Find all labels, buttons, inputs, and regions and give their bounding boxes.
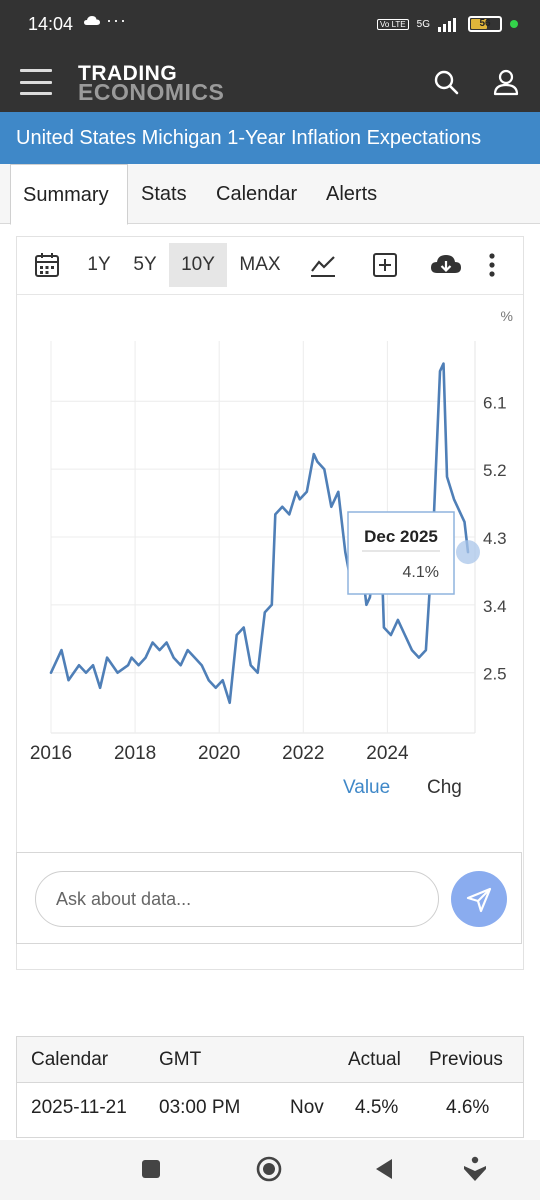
- brand-logo[interactable]: TRADING ECONOMICS: [78, 62, 225, 105]
- y-tick-label: 2.5: [483, 665, 507, 684]
- search-icon[interactable]: [432, 68, 460, 96]
- tooltip-date: Dec 2025: [364, 527, 438, 546]
- status-time: 14:04: [28, 14, 74, 34]
- status-more-dots: ···: [106, 10, 127, 30]
- header-actual: Actual: [348, 1049, 401, 1070]
- chart-toolbar: 1Y 5Y 10Y MAX: [17, 237, 523, 295]
- tab-calendar[interactable]: Calendar: [216, 183, 298, 205]
- back-icon[interactable]: [370, 1154, 400, 1184]
- legend-value[interactable]: Value: [343, 777, 391, 798]
- line-chart-icon[interactable]: [309, 251, 337, 279]
- y-axis-unit: %: [501, 308, 513, 324]
- series-line: [49, 362, 470, 705]
- tab-stats[interactable]: Stats: [141, 183, 187, 205]
- calendar-table: Calendar GMT Actual Previous 2025-11-21 …: [16, 1036, 524, 1138]
- y-tick-label: 6.1: [483, 393, 507, 412]
- y-tick-label: 3.4: [483, 597, 507, 616]
- status-indicators: Vo LTE 5G 56: [377, 14, 518, 34]
- brand-line-1: TRADING: [78, 62, 178, 85]
- tooltip-box: [347, 511, 455, 595]
- x-tick-label: 2024: [366, 743, 409, 764]
- table-header: Calendar GMT Actual Previous: [17, 1037, 523, 1083]
- ask-input[interactable]: [35, 871, 439, 927]
- x-tick-label: 2022: [282, 743, 324, 764]
- more-vertical-icon[interactable]: [483, 251, 501, 279]
- user-icon[interactable]: [492, 68, 520, 96]
- tab-summary[interactable]: Summary: [10, 164, 128, 225]
- row-date: 2025-11-21: [31, 1097, 127, 1118]
- range-1y-button[interactable]: 1Y: [87, 254, 111, 275]
- tab-bar: Summary Stats Calendar Alerts: [0, 164, 540, 225]
- header-previous: Previous: [429, 1049, 503, 1070]
- add-icon[interactable]: [371, 251, 399, 279]
- download-icon[interactable]: [429, 251, 463, 279]
- tooltip-value: 4.1%: [403, 564, 439, 581]
- x-tick-label: 2018: [114, 743, 156, 764]
- status-bar: 14:04 ··· Vo LTE 5G 56: [0, 0, 540, 52]
- brand-line-2: ECONOMICS: [78, 79, 225, 105]
- row-actual: 4.5%: [355, 1097, 399, 1118]
- chart-grid: [50, 341, 476, 734]
- calendar-icon[interactable]: [33, 251, 61, 279]
- hover-point[interactable]: [455, 540, 480, 565]
- chart-card: 1Y 5Y 10Y MAX % 2.5 3.4 4.3 5.2 6.1 2016 2018…: [16, 236, 524, 970]
- battery-icon: 56: [468, 16, 502, 32]
- signal-icon: [438, 18, 456, 32]
- ask-card: [16, 852, 522, 944]
- y-tick-label: 4.3: [483, 529, 507, 548]
- row-time: 03:00 PM: [159, 1097, 241, 1118]
- chart-tooltip: Dec 2025 4.1%: [347, 511, 455, 595]
- menu-icon[interactable]: [20, 69, 52, 95]
- send-button[interactable]: [451, 871, 507, 927]
- assistant-icon[interactable]: [460, 1154, 490, 1184]
- tab-alerts[interactable]: Alerts: [326, 183, 378, 205]
- legend-change[interactable]: Chg: [427, 777, 462, 798]
- system-nav-bar: [0, 1140, 540, 1200]
- home-icon[interactable]: [254, 1154, 284, 1184]
- app-bar: TRADING ECONOMICS: [0, 52, 540, 112]
- page-title: United States Michigan 1-Year Inflation …: [0, 112, 540, 164]
- row-period: Nov: [290, 1097, 324, 1118]
- header-calendar: Calendar: [31, 1049, 109, 1070]
- recents-icon[interactable]: [136, 1154, 166, 1184]
- y-axis-ticks: 2.5 3.4 4.3 5.2 6.1: [483, 393, 507, 683]
- volte-badge: Vo LTE: [377, 18, 409, 30]
- y-tick-label: 5.2: [483, 461, 507, 480]
- x-tick-label: 2020: [198, 743, 240, 764]
- inflation-line-chart[interactable]: % 2.5 3.4 4.3 5.2 6.1 2016 2018 2020 2022 2024 D…: [17, 295, 523, 815]
- network-type: 5G: [416, 18, 430, 30]
- range-5y-button[interactable]: 5Y: [133, 254, 157, 275]
- privacy-indicator-dot: [510, 20, 518, 28]
- row-previous: 4.6%: [446, 1097, 490, 1118]
- header-gmt: GMT: [159, 1049, 202, 1070]
- cloud-icon: [84, 16, 100, 25]
- x-axis-ticks: 2016 2018 2020 2022 2024: [30, 743, 409, 764]
- x-tick-label: 2016: [30, 743, 72, 764]
- send-icon: [466, 887, 492, 913]
- range-10y-button[interactable]: 10Y: [169, 243, 227, 287]
- range-max-button[interactable]: MAX: [239, 254, 281, 275]
- battery-percent: 56: [479, 18, 491, 29]
- battery-level: [471, 19, 487, 29]
